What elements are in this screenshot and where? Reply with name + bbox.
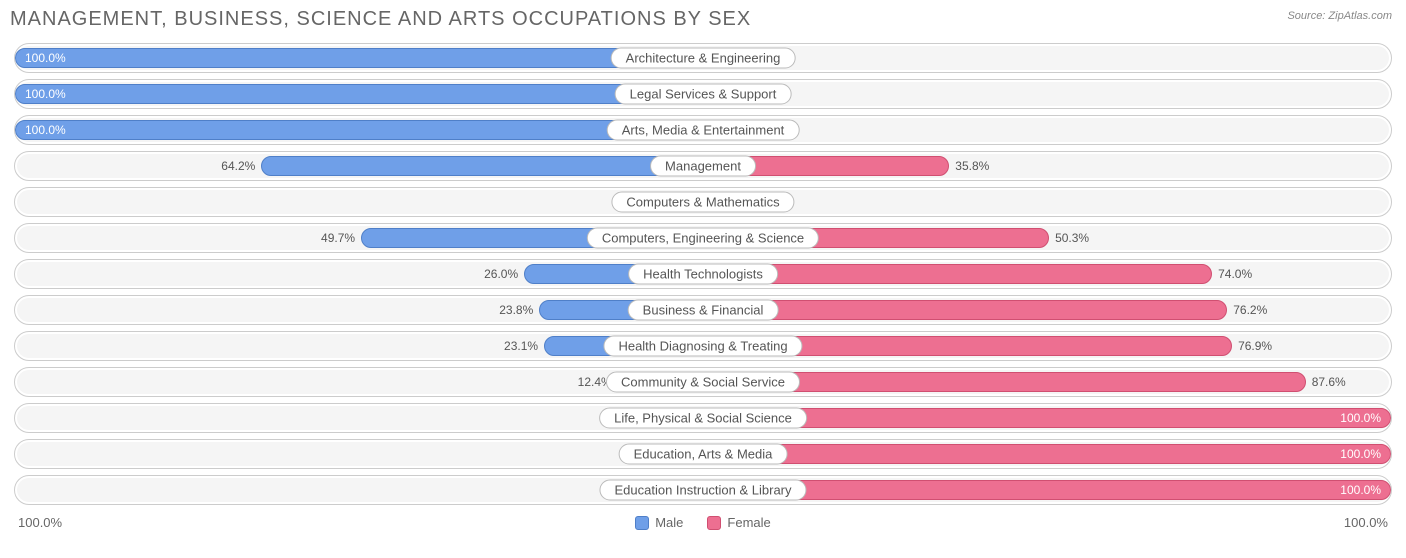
female-swatch-icon [707,516,721,530]
female-bar [703,264,1212,284]
category-label: Community & Social Service [606,372,800,393]
male-value: 49.7% [321,231,355,245]
chart-row: 0.0%0.0%Computers & Mathematics [14,187,1392,217]
male-bar [15,84,703,104]
chart-area: 100.0%0.0%Architecture & Engineering100.… [10,43,1396,505]
chart-row: 0.0%100.0%Life, Physical & Social Scienc… [14,403,1392,433]
chart-row: 64.2% 35.8% Management [14,151,1392,181]
female-value: 50.3% [1055,231,1089,245]
category-label: Education Instruction & Library [599,480,806,501]
category-label: Legal Services & Support [615,84,792,105]
male-value: 100.0% [25,51,66,65]
female-value: 100.0% [1340,447,1381,461]
chart-row: 12.4%87.6%Community & Social Service [14,367,1392,397]
legend-male-label: Male [655,515,683,530]
female-value: 76.2% [1233,303,1267,317]
female-bar [703,444,1391,464]
category-label: Health Diagnosing & Treating [603,336,802,357]
female-value: 87.6% [1312,375,1346,389]
axis-left-label: 100.0% [18,515,62,530]
chart-row: 100.0%0.0%Arts, Media & Entertainment [14,115,1392,145]
male-value: 23.8% [499,303,533,317]
male-value: 100.0% [25,123,66,137]
legend: Male Female [635,515,771,530]
male-bar [15,120,703,140]
male-value: 26.0% [484,267,518,281]
category-label: Management [650,156,756,177]
chart-row: 0.0%100.0%Education Instruction & Librar… [14,475,1392,505]
female-value: 35.8% [955,159,989,173]
chart-footer: 100.0% Male Female 100.0% [10,511,1396,530]
male-value: 100.0% [25,87,66,101]
chart-row: 100.0%0.0%Legal Services & Support [14,79,1392,109]
legend-female: Female [707,515,770,530]
category-label: Life, Physical & Social Science [599,408,807,429]
chart-header: MANAGEMENT, BUSINESS, SCIENCE AND ARTS O… [10,8,1396,31]
chart-row: 0.0%100.0%Education, Arts & Media [14,439,1392,469]
male-swatch-icon [635,516,649,530]
category-label: Health Technologists [628,264,778,285]
legend-male: Male [635,515,683,530]
category-label: Computers, Engineering & Science [587,228,819,249]
axis-right-label: 100.0% [1344,515,1388,530]
female-value: 76.9% [1238,339,1272,353]
category-label: Architecture & Engineering [611,48,796,69]
female-value: 74.0% [1218,267,1252,281]
category-label: Computers & Mathematics [611,192,794,213]
chart-row: 26.0% 74.0% Health Technologists [14,259,1392,289]
male-bar [261,156,703,176]
category-label: Education, Arts & Media [619,444,788,465]
chart-row: 23.8% 76.2% Business & Financial [14,295,1392,325]
chart-row: 23.1% 76.9% Health Diagnosing & Treating [14,331,1392,361]
chart-row: 100.0%0.0%Architecture & Engineering [14,43,1392,73]
chart-title: MANAGEMENT, BUSINESS, SCIENCE AND ARTS O… [10,8,751,31]
male-value: 64.2% [221,159,255,173]
female-value: 100.0% [1340,483,1381,497]
category-label: Business & Financial [628,300,779,321]
chart-source: Source: ZipAtlas.com [1287,10,1392,22]
legend-female-label: Female [727,515,770,530]
category-label: Arts, Media & Entertainment [607,120,800,141]
male-bar [15,48,703,68]
female-value: 100.0% [1340,411,1381,425]
chart-row: 49.7% 50.3% Computers, Engineering & Scien… [14,223,1392,253]
female-bar [703,300,1227,320]
male-value: 23.1% [504,339,538,353]
